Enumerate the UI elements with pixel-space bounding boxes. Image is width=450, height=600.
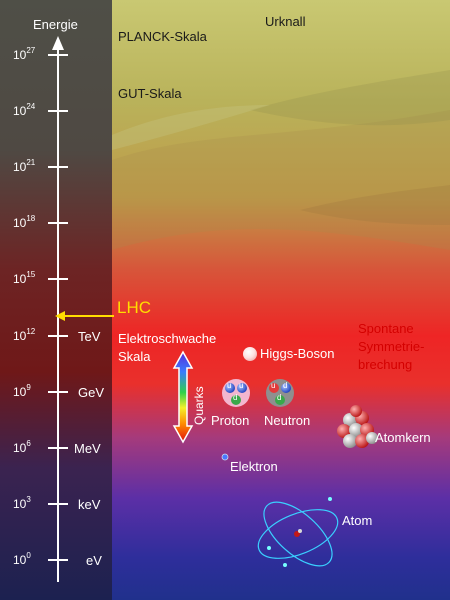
tick-label-18: 1018: [13, 214, 36, 230]
label-quarks: Quarks: [192, 386, 206, 425]
proton-quark-u1: u: [227, 381, 232, 390]
neutron-quark-u: u: [271, 381, 276, 390]
label-neutron: Neutron: [264, 413, 311, 428]
unit-ev: eV: [86, 553, 102, 568]
tick-label-15: 1015: [13, 270, 36, 286]
label-higgs-boson: Higgs-Boson: [260, 346, 335, 361]
label-spontane: Spontane: [358, 321, 414, 336]
label-proton: Proton: [211, 413, 250, 428]
label-lhc: LHC: [117, 298, 152, 317]
label-symmetrie: Symmetrie-: [358, 339, 425, 354]
proton-quark-u2: u: [239, 381, 244, 390]
unit-tev: TeV: [78, 329, 101, 344]
axis-title: Energie: [33, 17, 78, 32]
tick-label-27: 1027: [13, 46, 36, 62]
atomkern-icon: [337, 405, 378, 448]
tick-label-6: 106: [13, 439, 31, 455]
tick-label-12: 1012: [13, 327, 36, 343]
label-elektron: Elektron: [230, 459, 278, 474]
label-elektroschwache-skala: Skala: [118, 349, 151, 364]
label-elektroschwache: Elektroschwache: [118, 331, 217, 346]
neutron-icon: [266, 379, 294, 407]
label-urknall: Urknall: [265, 14, 306, 29]
tick-label-3: 103: [13, 495, 31, 511]
label-brechung: brechung: [358, 357, 413, 372]
label-gut: GUT-Skala: [118, 86, 182, 101]
label-atomkern: Atomkern: [375, 430, 431, 445]
proton-quark-d: d: [233, 393, 238, 402]
tick-label-21: 1021: [13, 158, 36, 174]
unit-mev: MeV: [74, 441, 101, 456]
neutron-quark-d2: d: [277, 393, 282, 402]
label-planck: PLANCK-Skala: [118, 29, 207, 44]
label-atom: Atom: [342, 513, 373, 528]
tick-label-9: 109: [13, 383, 31, 399]
unit-kev: keV: [78, 497, 101, 512]
proton-icon: [222, 379, 250, 407]
tick-label-0: 100: [13, 551, 31, 567]
atom-icon: [257, 501, 339, 567]
neutron-quark-d1: d: [283, 381, 288, 390]
tick-label-24: 1024: [13, 102, 36, 118]
unit-gev: GeV: [78, 385, 105, 400]
